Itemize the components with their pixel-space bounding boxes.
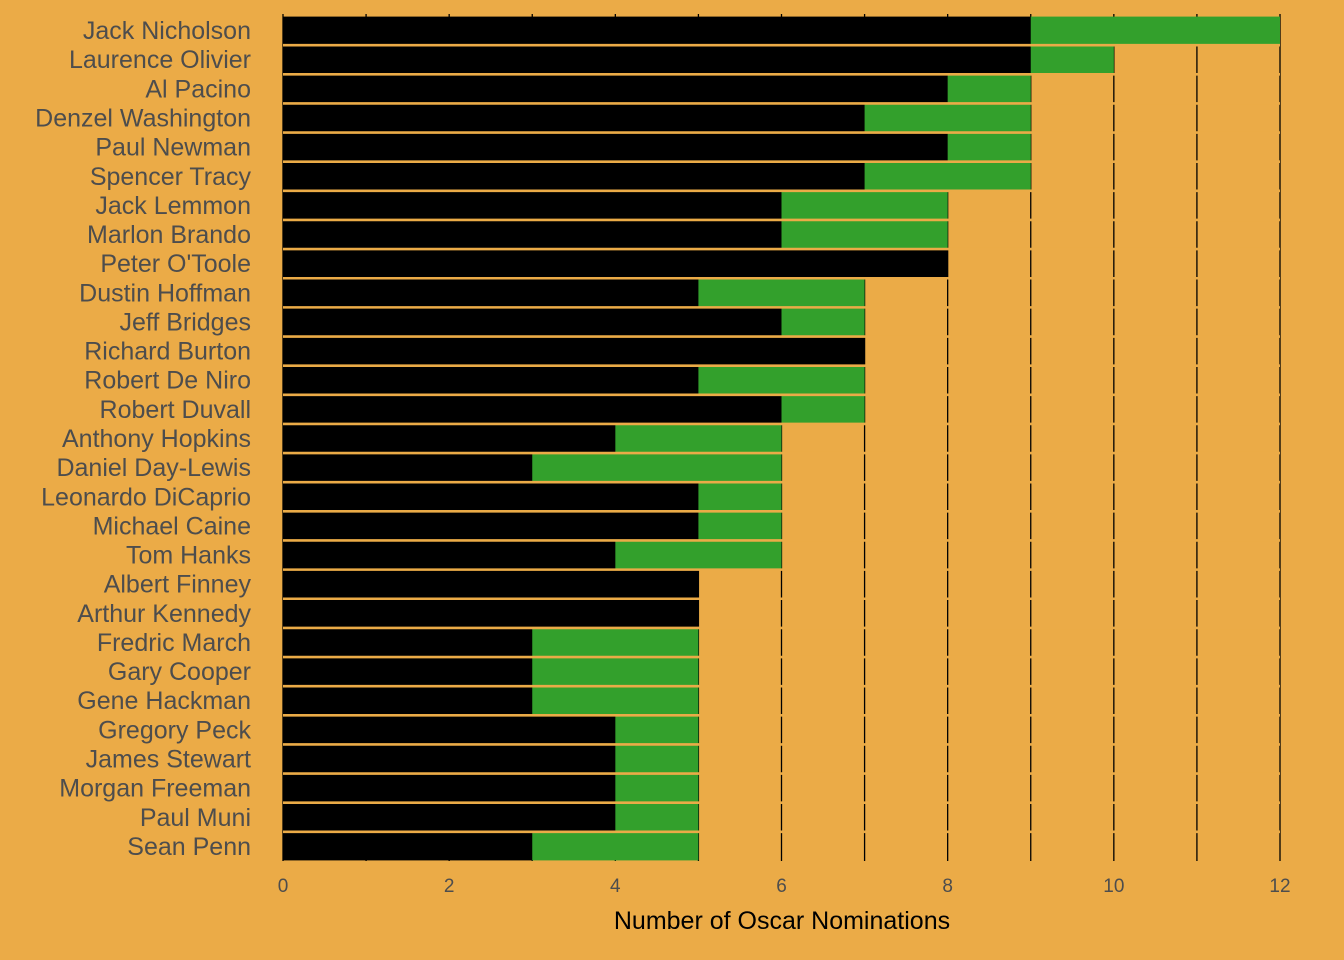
- category-label: Peter O'Toole: [100, 250, 251, 278]
- x-tick-label: 0: [278, 876, 289, 897]
- category-label: Gregory Peck: [98, 716, 251, 744]
- bar-segment-extra: [532, 453, 782, 482]
- x-tick-label: 10: [1103, 876, 1124, 897]
- bar-segment-extra: [781, 395, 865, 424]
- bar-segment-extra: [532, 628, 699, 657]
- bars: [283, 16, 1280, 861]
- bar-segment-base: [283, 482, 699, 511]
- category-label: Sean Penn: [127, 833, 251, 861]
- bar-segment-extra: [615, 745, 699, 773]
- bar-segment-extra: [532, 832, 699, 861]
- x-tick-label: 8: [942, 876, 953, 897]
- bar-segment-extra: [781, 307, 865, 336]
- category-label: Leonardo DiCaprio: [41, 483, 251, 511]
- category-label: Jack Lemmon: [95, 192, 251, 220]
- category-label: Jack Nicholson: [83, 17, 251, 45]
- bar-segment-base: [283, 337, 865, 366]
- bar-segment-base: [283, 628, 533, 657]
- category-label: Robert Duvall: [100, 396, 251, 424]
- bar-segment-extra: [1030, 45, 1114, 74]
- x-tick-labels: 0 2 4 6 8 10 12: [278, 876, 1291, 897]
- bar-segment-base: [283, 249, 948, 278]
- x-axis-title: Number of Oscar Nominations: [614, 907, 950, 935]
- bar-segment-base: [283, 16, 1031, 45]
- bar-segment-base: [283, 803, 616, 832]
- bar-segment-base: [283, 395, 782, 424]
- category-label: Laurence Olivier: [69, 46, 251, 74]
- bar-segment-extra: [947, 133, 1031, 162]
- category-label: Gary Cooper: [108, 658, 251, 686]
- bar-segment-base: [283, 599, 699, 628]
- category-label: Robert De Niro: [84, 367, 251, 395]
- bar-segment-base: [283, 133, 948, 162]
- bar-segment-base: [283, 191, 782, 220]
- x-tick-label: 6: [776, 876, 787, 897]
- bar-segment-base: [283, 715, 616, 744]
- bar-segment-base: [283, 774, 616, 803]
- bar-segment-extra: [615, 715, 699, 744]
- bar-segment-base: [283, 307, 782, 336]
- bar-segment-extra: [1030, 16, 1280, 45]
- category-label: Marlon Brando: [87, 221, 251, 249]
- category-label: Fredric March: [97, 629, 251, 657]
- category-label: Michael Caine: [93, 512, 251, 540]
- x-tick-label: 4: [610, 876, 621, 897]
- bar-segment-base: [283, 686, 533, 715]
- bar-segment-base: [283, 366, 699, 395]
- bar-segment-extra: [698, 366, 865, 395]
- bar-segment-base: [283, 832, 533, 861]
- bar-segment-extra: [864, 162, 1031, 191]
- x-tick-label: 12: [1269, 876, 1290, 897]
- bar-segment-extra: [532, 686, 699, 715]
- bar-segment-base: [283, 104, 865, 132]
- category-label: Richard Burton: [84, 338, 251, 366]
- category-label: Morgan Freeman: [59, 775, 251, 803]
- category-label: Spencer Tracy: [90, 163, 252, 191]
- bar-segment-base: [283, 45, 1031, 74]
- bar-segment-base: [283, 220, 782, 249]
- bar-segment-extra: [615, 774, 699, 803]
- category-label: Denzel Washington: [35, 104, 251, 132]
- bar-segment-extra: [698, 482, 782, 511]
- bar-segment-extra: [532, 657, 699, 686]
- bar-segment-base: [283, 424, 616, 453]
- bar-segment-base: [283, 453, 533, 482]
- bar-segment-extra: [698, 511, 782, 540]
- bar-segment-base: [283, 541, 616, 570]
- bar-segment-base: [283, 570, 699, 599]
- bar-segment-extra: [615, 803, 699, 832]
- category-label: Gene Hackman: [77, 687, 251, 715]
- bar-segment-base: [283, 657, 533, 686]
- category-label: James Stewart: [86, 746, 251, 774]
- bar-segment-extra: [615, 541, 782, 570]
- bar-segment-extra: [781, 191, 948, 220]
- category-label: Paul Newman: [95, 134, 251, 162]
- category-label: Anthony Hopkins: [62, 425, 251, 453]
- category-label: Al Pacino: [145, 75, 251, 103]
- bar-segment-base: [283, 278, 699, 307]
- category-label: Paul Muni: [140, 804, 251, 832]
- bar-segment-extra: [615, 424, 782, 453]
- bar-segment-base: [283, 162, 865, 191]
- category-label: Jeff Bridges: [119, 308, 251, 336]
- x-tick-label: 2: [444, 876, 455, 897]
- category-label: Tom Hanks: [126, 542, 251, 570]
- category-label: Daniel Day-Lewis: [56, 454, 251, 482]
- category-label: Arthur Kennedy: [77, 600, 251, 628]
- bar-segment-extra: [781, 220, 948, 249]
- bar-segment-extra: [864, 104, 1031, 132]
- bar-segment-base: [283, 511, 699, 540]
- category-label: Dustin Hoffman: [79, 279, 251, 307]
- category-label: Albert Finney: [104, 571, 252, 599]
- bar-segment-extra: [698, 278, 865, 307]
- bar-segment-base: [283, 745, 616, 773]
- bar-segment-base: [283, 74, 948, 103]
- bar-segment-extra: [947, 74, 1031, 103]
